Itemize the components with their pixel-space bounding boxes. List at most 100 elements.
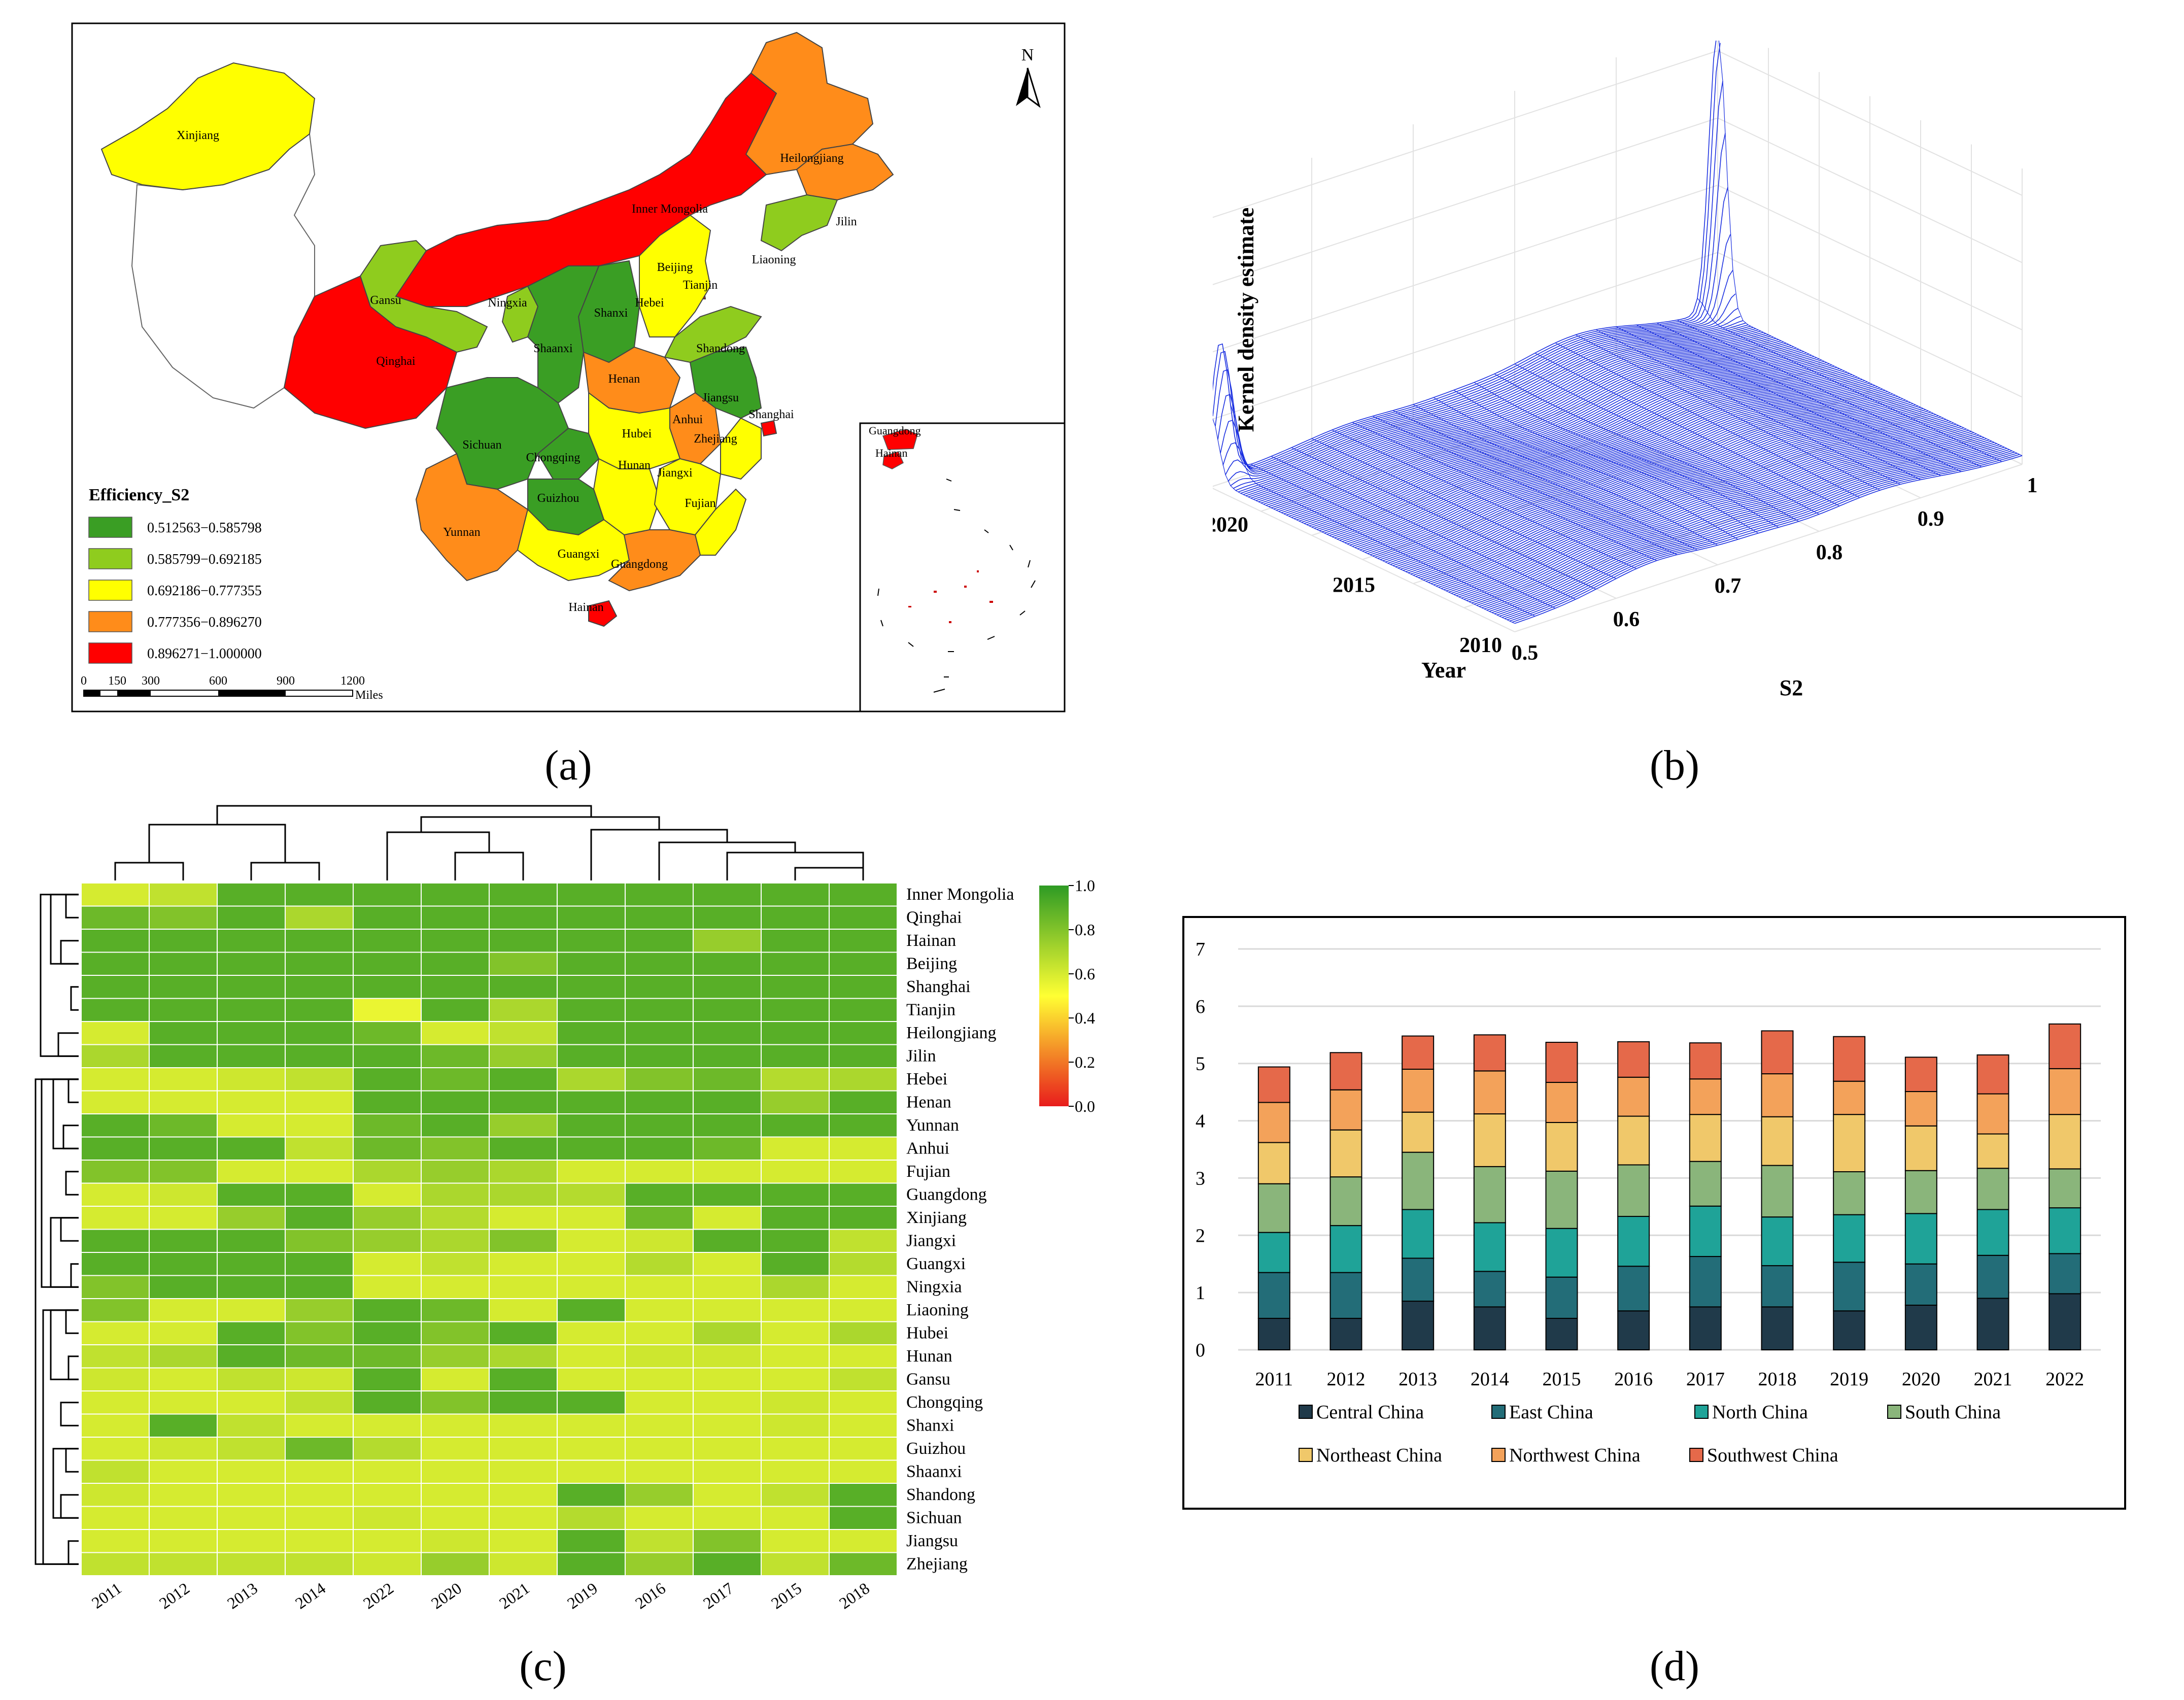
surface-line — [1479, 438, 1987, 607]
surface-line — [1403, 402, 1911, 571]
surface-line — [1288, 348, 1797, 517]
column-label: 2013 — [224, 1579, 261, 1612]
surface-line — [1354, 379, 1863, 548]
surface-line — [1271, 456, 1576, 600]
surface-line — [1359, 381, 1868, 551]
column-label: 2021 — [496, 1579, 533, 1612]
heatmap-cell — [217, 1367, 286, 1391]
heatmap-cell — [761, 1298, 830, 1322]
heatmap-cell — [557, 1413, 626, 1438]
y-tick-label: 0 — [1196, 1340, 1205, 1361]
heatmap-cell — [693, 1529, 762, 1553]
heatmap-cell — [761, 1459, 830, 1484]
row-label: Inner Mongolia — [906, 885, 1014, 904]
row-label: Sichuan — [906, 1508, 962, 1527]
surface-line — [1334, 369, 1842, 538]
heatmap-cell — [149, 1229, 218, 1253]
heatmap-cell — [353, 1229, 422, 1253]
surface-line — [1486, 441, 1995, 611]
row-label: Hunan — [906, 1347, 952, 1366]
heatmap-cell — [761, 1321, 830, 1345]
heatmap-cell — [829, 1298, 898, 1322]
bar-segment — [1329, 1176, 1362, 1227]
heatmap-cell — [421, 1321, 490, 1345]
heatmap-cell — [421, 1113, 490, 1138]
legend-swatch — [1887, 1405, 1901, 1419]
heatmap-cell — [557, 1067, 626, 1092]
heatmap-cell — [217, 975, 286, 999]
heatmap-cell — [693, 1390, 762, 1415]
heatmap-cell — [421, 1413, 490, 1438]
surface-line — [1283, 345, 1792, 515]
dendrogram-branch — [52, 1448, 79, 1519]
heatmap-cell — [149, 1021, 218, 1045]
row-labels: Inner Mongolia Qinghai Hainan Beijing Shangh… — [906, 885, 1014, 1574]
bar-segment — [1761, 1073, 1794, 1117]
bar-segment — [1257, 1142, 1290, 1184]
surface-line — [1250, 329, 1759, 499]
legend-swatch — [1694, 1405, 1709, 1419]
heatmap-cell — [625, 1483, 694, 1507]
heatmap-cell — [625, 1367, 694, 1391]
heatmap-cell — [489, 1321, 558, 1345]
heatmap-cell — [81, 1229, 150, 1253]
heatmap-cell — [489, 951, 558, 976]
heatmap-cell — [421, 1067, 490, 1092]
province-fujian — [694, 488, 747, 556]
province-label: Heilongjiang — [780, 152, 843, 165]
heatmap-cell — [353, 1552, 422, 1576]
scale-tick: 900 — [277, 674, 295, 688]
surface-line — [1413, 404, 1718, 546]
heatmap-cells — [81, 882, 898, 1576]
heatmap-cell — [489, 1459, 558, 1484]
surface-line — [1451, 425, 1959, 594]
heatmap-cell — [353, 1021, 422, 1045]
heatmap-cell — [829, 1275, 898, 1299]
row-label: Chongqing — [906, 1393, 983, 1412]
surface-line — [1385, 393, 1893, 563]
heatmap-cell — [625, 1298, 694, 1322]
heatmap-cell — [693, 1483, 762, 1507]
legend-label: North China — [1712, 1402, 1808, 1423]
heatmap-cell — [625, 1506, 694, 1530]
heatmap-cell — [285, 1390, 354, 1415]
heatmap-cell — [829, 1252, 898, 1276]
bar-segment — [1617, 1041, 1650, 1078]
heatmap-cell — [625, 1090, 694, 1114]
heatmap-cell — [81, 1252, 150, 1276]
heatmap-cell — [829, 1090, 898, 1114]
heatmap-cell — [489, 1136, 558, 1161]
heatmap-cell — [217, 1067, 286, 1092]
row-label: Guizhou — [906, 1439, 966, 1458]
surface-line — [1380, 391, 1888, 560]
heatmap-cell — [829, 929, 898, 953]
heatmap-cell — [761, 1252, 830, 1276]
heatmap-cell — [489, 1506, 558, 1530]
surface-line — [1491, 444, 2000, 613]
heatmap-cell — [557, 882, 626, 907]
colorbar-ticks: 0.0 0.2 0.4 0.6 0.8 1.0 — [1069, 876, 1095, 1115]
dendrogram-branch — [386, 831, 490, 880]
dendrogram-branch — [114, 862, 184, 880]
legend-label: 0.777356−0.896270 — [147, 615, 262, 630]
row-label: Xinjiang — [906, 1208, 967, 1227]
row-label: Hainan — [906, 931, 956, 950]
heatmap-cell — [557, 1182, 626, 1207]
heatmap-cell — [829, 1483, 898, 1507]
heatmap-cell — [489, 1367, 558, 1391]
heatmap-cell — [149, 905, 218, 930]
surface-line — [1408, 404, 1916, 573]
heatmap-cell — [149, 1344, 218, 1369]
surface-line — [1314, 359, 1822, 529]
heatmap-cell — [217, 1252, 286, 1276]
bar-segment — [1689, 1114, 1722, 1162]
heatmap-cell — [693, 1136, 762, 1161]
heatmap-cell — [693, 1044, 762, 1068]
surface-line — [1326, 365, 1835, 535]
heatmap-cell — [829, 1182, 898, 1207]
colorbar-tick-label: 0.6 — [1075, 965, 1095, 983]
surface-line — [1433, 416, 1941, 586]
province-label: Chongqing — [526, 451, 581, 464]
heatmap-cell — [81, 1113, 150, 1138]
surface-line — [1499, 448, 2007, 617]
